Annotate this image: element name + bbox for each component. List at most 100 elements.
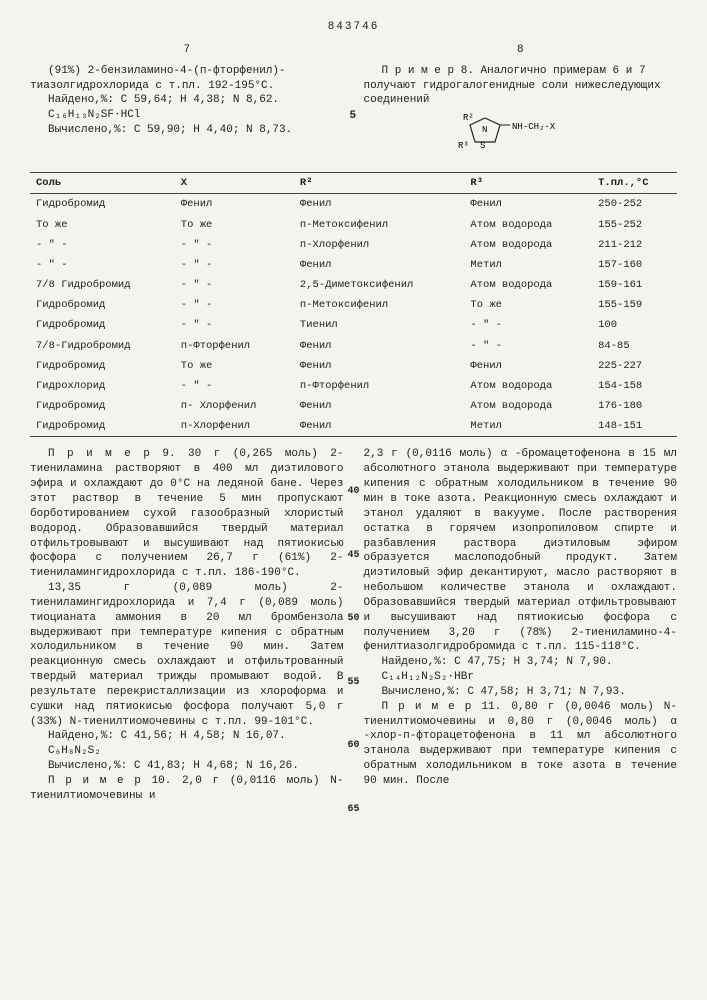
table-cell: Фенил	[464, 356, 592, 376]
table-cell: Фенил	[294, 396, 465, 416]
marker-45: 45	[347, 549, 359, 563]
table-cell: Атом водорода	[464, 376, 592, 396]
table-cell: 7/8-Гидробромид	[30, 336, 175, 356]
table-cell: п-Метоксифенил	[294, 295, 465, 315]
table-cell: 2,5-Диметоксифенил	[294, 275, 465, 295]
svg-text:R³: R³	[458, 141, 469, 151]
table-cell: Метил	[464, 255, 592, 275]
top-left-found: Найдено,%: С 59,64; Н 4,38; N 8,62.	[30, 93, 344, 108]
example-10: П р и м е р 10. 2,0 г (0,0116 моль) N-ти…	[30, 774, 344, 804]
table-row: Гидробромидп-ХлорфенилФенилМетил148-151	[30, 416, 677, 437]
right-page-num: 8	[364, 43, 678, 58]
table-cell: - " -	[175, 275, 294, 295]
table-cell: 155-159	[592, 295, 677, 315]
table-cell: То же	[30, 215, 175, 235]
marker-55: 55	[347, 676, 359, 690]
table-cell: 100	[592, 315, 677, 335]
table-cell: 84-85	[592, 336, 677, 356]
table-row: 7/8 Гидробромид- " -2,5-ДиметоксифенилАт…	[30, 275, 677, 295]
right-calc: Вычислено,%: С 47,58; Н 3,71; N 7,93.	[364, 685, 678, 700]
table-cell: п-Хлорфенил	[175, 416, 294, 437]
top-left-calc: Вычислено,%: С 59,90; Н 4,40; N 8,73.	[30, 123, 344, 138]
doc-number: 843746	[30, 20, 677, 35]
table-cell: Фенил	[175, 194, 294, 215]
table-cell: Гидробромид	[30, 396, 175, 416]
table-cell: - " -	[30, 255, 175, 275]
table-cell: Фенил	[294, 194, 465, 215]
table-cell: - " -	[175, 235, 294, 255]
table-row: - " -- " -п-ХлорфенилАтом водорода211-21…	[30, 235, 677, 255]
right-found: Найдено,%: С 47,75; Н 3,74; N 7,90.	[364, 655, 678, 670]
table-cell: Гидробромид	[30, 315, 175, 335]
left-found2: Найдено,%: С 41,56; Н 4,58; N 16,07.	[30, 729, 344, 744]
example-9b: 13,35 г (0,089 моль) 2-тиениламингидрохл…	[30, 581, 344, 729]
right-body-col: 2,3 г (0,0116 моль) α -бромацетофенона в…	[364, 447, 678, 803]
marker-60: 60	[347, 739, 359, 753]
table-cell: - " -	[175, 315, 294, 335]
right-header-col: 8 П р и м е р 8. Аналогично примерам 6 и…	[364, 43, 678, 162]
table-cell: - " -	[175, 255, 294, 275]
col-mp: Т.пл.,°С	[592, 173, 677, 194]
table-cell: - " -	[464, 336, 592, 356]
marker-40: 40	[347, 485, 359, 499]
col-x: X	[175, 173, 294, 194]
table-cell: Гидробромид	[30, 295, 175, 315]
svg-text:NH-CH₂-X: NH-CH₂-X	[512, 122, 556, 132]
table-cell: Гидробромид	[30, 356, 175, 376]
table-row: 7/8-Гидробромидп-ФторфенилФенил- " -84-8…	[30, 336, 677, 356]
right-body-1: 2,3 г (0,0116 моль) α -бромацетофенона в…	[364, 447, 678, 655]
table-cell: Метил	[464, 416, 592, 437]
table-cell: Гидробромид	[30, 194, 175, 215]
table-cell: 154-158	[592, 376, 677, 396]
table-cell: п-Метоксифенил	[294, 215, 465, 235]
left-page-num: 7	[30, 43, 344, 58]
table-cell: 225-227	[592, 356, 677, 376]
table-cell: - " -	[175, 295, 294, 315]
table-cell: Атом водорода	[464, 235, 592, 255]
table-cell: Атом водорода	[464, 275, 592, 295]
header-columns: 7 (91%) 2-бензиламино-4-(п-фторфенил)-ти…	[30, 43, 677, 162]
col-r2: R²	[294, 173, 465, 194]
table-cell: Фенил	[464, 194, 592, 215]
table-row: Гидрохлорид- " -п-ФторфенилАтом водорода…	[30, 376, 677, 396]
table-cell: 155-252	[592, 215, 677, 235]
table-cell: 7/8 Гидробромид	[30, 275, 175, 295]
table-row: То жеТо жеп-МетоксифенилАтом водорода155…	[30, 215, 677, 235]
example-11: П р и м е р 11. 0,80 г (0,0046 моль) N-т…	[364, 700, 678, 789]
table-header-row: Соль X R² R³ Т.пл.,°С	[30, 173, 677, 194]
left-header-col: 7 (91%) 2-бензиламино-4-(п-фторфенил)-ти…	[30, 43, 344, 162]
table-cell: Тиенил	[294, 315, 465, 335]
table-cell: То же	[464, 295, 592, 315]
svg-text:S: S	[480, 141, 485, 151]
table-cell: п-Фторфенил	[294, 376, 465, 396]
table-cell: Атом водорода	[464, 215, 592, 235]
compounds-table: Соль X R² R³ Т.пл.,°С ГидробромидФенилФе…	[30, 172, 677, 437]
table-row: Гидробромид- " -п-МетоксифенилТо же155-1…	[30, 295, 677, 315]
left-calc2: Вычислено,%: С 41,83; Н 4,68; N 16,26.	[30, 759, 344, 774]
table-cell: 159-161	[592, 275, 677, 295]
col-salt: Соль	[30, 173, 175, 194]
body-columns: П р и м е р 9. 30 г (0,265 моль) 2-тиени…	[30, 447, 677, 803]
table-cell: Атом водорода	[464, 396, 592, 416]
table-cell: 148-151	[592, 416, 677, 437]
table-cell: - " -	[175, 376, 294, 396]
table-cell: 250-252	[592, 194, 677, 215]
table-cell: То же	[175, 215, 294, 235]
chemical-structure-icon: N S R² R³ NH-CH₂-X	[450, 110, 590, 160]
table-cell: 176-180	[592, 396, 677, 416]
table-cell: Гидробромид	[30, 416, 175, 437]
marker-50: 50	[347, 612, 359, 626]
line-markers: 40 45 50 55 60 65	[347, 447, 359, 816]
right-formula: C₁₄H₁₂N₂S₂·HBr	[364, 670, 678, 685]
table-cell: - " -	[464, 315, 592, 335]
table-cell: Фенил	[294, 416, 465, 437]
table-cell: 157-160	[592, 255, 677, 275]
table-cell: Фенил	[294, 356, 465, 376]
top-left-text: (91%) 2-бензиламино-4-(п-фторфенил)-тиаз…	[30, 64, 344, 94]
line-marker-5: 5	[350, 109, 357, 124]
table-cell: п- Хлорфенил	[175, 396, 294, 416]
table-cell: 211-212	[592, 235, 677, 255]
table-row: ГидробромидФенилФенилФенил250-252	[30, 194, 677, 215]
table-cell: Фенил	[294, 255, 465, 275]
table-cell: Фенил	[294, 336, 465, 356]
